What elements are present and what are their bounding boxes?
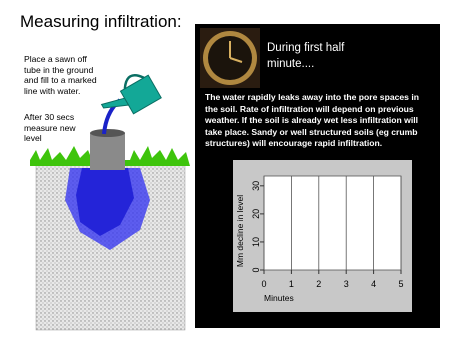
y-axis-label: Mm decline in level xyxy=(235,195,245,267)
x-tick-label: 3 xyxy=(344,279,349,289)
clock-icon xyxy=(200,28,260,88)
y-tick-label: 30 xyxy=(251,181,261,191)
y-tick-label: 20 xyxy=(251,209,261,219)
x-tick-label: 0 xyxy=(261,279,266,289)
instruction: Place a sawn off tube in the ground and … xyxy=(24,54,97,96)
x-tick-label: 2 xyxy=(316,279,321,289)
y-tick-label: 0 xyxy=(251,267,261,272)
x-tick-label: 4 xyxy=(371,279,376,289)
panel-heading: During first half minute.... xyxy=(267,42,345,70)
page-title: Measuring infiltration: xyxy=(20,12,182,31)
infiltration-diagram xyxy=(30,74,190,331)
x-tick-label: 1 xyxy=(289,279,294,289)
y-tick-label: 10 xyxy=(251,237,261,247)
instruction: After 30 secs measure new level xyxy=(24,112,76,143)
x-tick-label: 5 xyxy=(398,279,403,289)
x-axis-label: Minutes xyxy=(264,293,294,303)
chart: 0 1 2 3 4 5 0 10 20 30 Mm decline in level Minutes xyxy=(233,160,412,312)
panel-text: The water rapidly leaks away into the po… xyxy=(205,92,419,148)
